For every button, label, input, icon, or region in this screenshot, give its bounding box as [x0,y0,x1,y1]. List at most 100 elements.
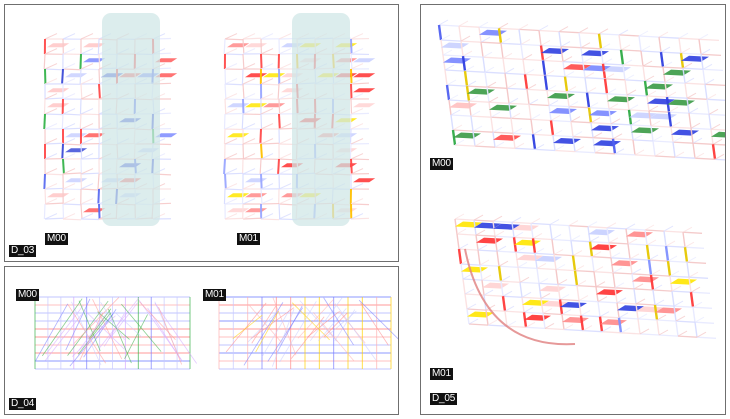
structural-member [639,328,650,335]
structural-member [483,289,494,296]
structural-member [606,227,610,243]
structural-member [606,227,627,230]
structural-member [260,93,274,100]
structural-member [647,259,653,276]
slab-stress-patch [645,83,673,90]
slab-stress-patch [596,289,623,296]
structural-member [62,172,82,175]
structural-member [224,83,227,100]
structural-member [224,78,238,85]
structural-member [474,140,485,147]
structural-member [44,113,64,116]
structural-member [611,138,617,154]
structural-member [588,107,610,110]
structural-member [627,238,638,245]
structural-member [224,168,238,175]
structural-member [652,140,656,157]
structural-member [578,32,582,48]
structural-member [520,43,542,47]
structural-member [312,312,355,362]
structural-member [350,183,364,190]
structural-member [506,82,517,89]
structural-member [532,128,543,135]
structural-member [464,65,475,72]
structural-member [277,158,280,175]
structural-member [710,128,725,131]
structural-member [589,236,600,243]
structural-member [475,234,496,237]
slab-stress-patch [467,88,495,95]
structural-member [530,119,534,135]
structural-member [62,203,65,220]
structural-member [650,269,661,276]
structural-member [590,122,612,125]
structural-member [278,93,292,100]
structural-member [271,308,295,367]
structural-member [454,218,475,221]
structural-member [485,309,506,312]
structural-member [260,123,274,130]
structural-member [566,90,588,94]
panel-label: D_03 [9,245,37,257]
structural-member [460,263,481,266]
structural-member [497,28,503,44]
structural-member [498,265,519,268]
slab-stress-patch [449,102,477,109]
structural-member [350,33,364,40]
structural-member [601,331,622,334]
structural-member [584,77,606,80]
structural-member [576,285,580,301]
structural-member [44,33,58,40]
structural-member [635,303,656,306]
structural-member [72,315,116,357]
structural-member [674,151,685,158]
structural-member [260,53,280,56]
structural-member [484,66,495,73]
structural-member [664,76,675,83]
structural-member [688,271,699,278]
structural-member [506,325,527,328]
structural-member [44,142,64,145]
structural-member [582,57,593,64]
structural-member [640,45,651,52]
structural-member [580,310,591,317]
slab-stress-patch [353,103,376,108]
structural-member [548,104,570,108]
structural-member [597,33,603,49]
slab-stress-patch [227,208,250,213]
structural-member [514,142,525,149]
slab-stress-patch [711,131,725,138]
structural-member [62,203,82,206]
structural-member [80,168,94,175]
structural-member [224,173,227,190]
structural-member [590,117,601,124]
structural-member [570,116,581,123]
structural-member [640,50,662,53]
structural-member [620,332,641,335]
structural-member [690,286,701,293]
structural-member [224,33,238,40]
structural-member [456,233,460,250]
structural-member [580,42,591,49]
structural-member [62,158,65,175]
structural-member [521,291,532,298]
slab-stress-patch [671,129,699,136]
view-tag-m01: M01 [203,289,226,301]
structural-member [350,213,364,220]
structural-member [558,31,562,47]
structural-member [498,260,509,267]
structural-member [260,218,280,221]
structural-member [242,198,256,205]
structural-member [44,97,64,100]
structural-member [688,113,692,129]
structural-member [278,98,281,115]
structural-member [588,102,599,109]
structural-member [561,313,582,317]
structural-member [610,252,621,259]
structural-member [510,112,521,119]
structural-member [574,150,596,154]
structural-member [224,63,238,70]
structural-member [43,53,46,70]
structural-member [504,67,515,74]
structural-member [480,42,484,58]
